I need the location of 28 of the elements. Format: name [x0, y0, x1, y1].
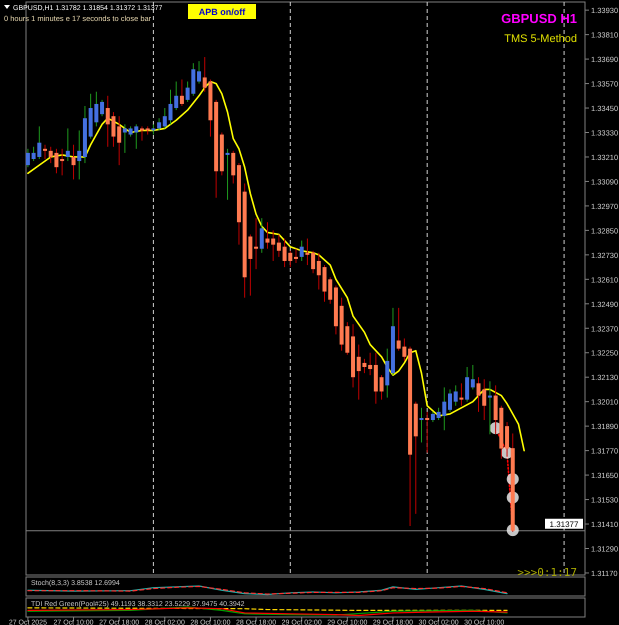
- candlestick: [465, 366, 470, 402]
- candlestick: [77, 130, 82, 180]
- candlestick: [260, 218, 264, 254]
- candlestick: [300, 240, 304, 262]
- candlestick: [134, 124, 138, 150]
- candlestick: [157, 118, 162, 131]
- annotation: GBPUSD H1: [501, 11, 577, 26]
- candlestick: [66, 128, 70, 162]
- candlestick: [151, 124, 156, 136]
- candlestick: [72, 144, 76, 180]
- candlestick: [202, 56, 207, 92]
- candlestick: [470, 364, 475, 390]
- candlestick: [180, 78, 184, 106]
- candlestick: [231, 150, 236, 184]
- candlestick: [186, 81, 190, 102]
- annotation: TMS 5-Method: [504, 33, 577, 45]
- annotation: APB on/off: [198, 7, 246, 17]
- toggle-button: APB on/off: [188, 4, 256, 19]
- ref-line-label: 1.31377: [550, 520, 580, 529]
- candlestick: [425, 411, 430, 454]
- candlestick: [48, 146, 53, 164]
- candlestick: [396, 307, 401, 352]
- candlestick: [419, 407, 424, 443]
- candlestick: [37, 126, 42, 160]
- candlestick: [226, 148, 230, 200]
- candlestick: [459, 382, 464, 406]
- candlestick: [488, 380, 492, 435]
- candlestick: [43, 144, 48, 160]
